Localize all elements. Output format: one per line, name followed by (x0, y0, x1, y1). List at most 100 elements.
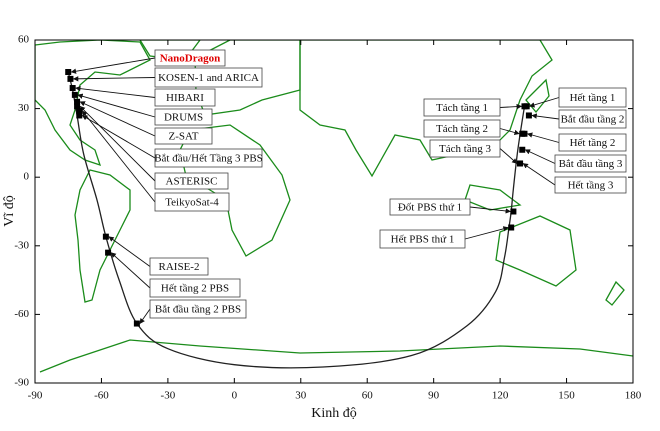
event-label: TeikyoSat-4 (165, 197, 219, 209)
x-tick-label: 60 (362, 390, 374, 402)
leader-line (75, 85, 156, 98)
y-tick-label: 60 (18, 34, 30, 46)
event-marker (517, 160, 524, 167)
event-label: Hết tầng 1 (570, 92, 616, 104)
leader-line (469, 206, 511, 214)
label-box (154, 67, 263, 88)
y-tick-label: -90 (14, 377, 29, 389)
event-marker (74, 98, 81, 105)
event-label: Z-SAT (169, 131, 199, 143)
label-box (154, 148, 263, 168)
label-box (554, 154, 627, 173)
land (35, 40, 633, 373)
y-tick-label: 0 (24, 171, 30, 183)
leader-line (522, 163, 556, 186)
label-box (154, 88, 216, 107)
event-marker (133, 320, 140, 327)
event-label: Hết tầng 3 (568, 180, 614, 192)
event-label: NanoDragon (160, 53, 221, 65)
x-tick-label: 180 (625, 390, 642, 402)
label-box (149, 299, 247, 319)
event-marker (69, 85, 76, 92)
event-label: Tách tầng 2 (436, 123, 488, 135)
leader-line (72, 76, 156, 82)
label-box (154, 127, 213, 145)
event-label: Tách tầng 1 (436, 102, 488, 114)
leader-line (110, 252, 151, 289)
label-box (154, 108, 213, 126)
leader-line (77, 93, 156, 118)
event-marker (67, 75, 74, 82)
event-marker (519, 146, 526, 153)
label-box (558, 109, 627, 129)
label-box (423, 98, 501, 117)
event-marker (525, 112, 532, 119)
event-marker (510, 208, 517, 215)
leader-line (81, 115, 156, 159)
event-marker (76, 112, 83, 119)
event-label: Hết tầng 2 (570, 137, 616, 149)
event-label: Bắt đầu tầng 3 (559, 158, 623, 170)
trajectory (67, 71, 526, 369)
event-label: Đốt PBS thứ 1 (398, 202, 462, 214)
event-label: Tách tầng 3 (439, 143, 491, 155)
plot-frame (34, 39, 634, 384)
event-label: HIBARI (166, 92, 204, 104)
x-axis-title: Kinh độ (311, 406, 357, 421)
x-tick-label: -90 (28, 390, 43, 402)
event-marker (521, 130, 528, 137)
event-label: RAISE-2 (159, 261, 200, 273)
y-tick-label: 30 (18, 102, 30, 114)
leader-line (531, 113, 560, 120)
y-tick-label: -30 (14, 239, 29, 251)
x-tick-label: 30 (295, 390, 307, 402)
event-label: ASTERISC (166, 176, 218, 188)
event-label: Hết PBS thứ 1 (391, 234, 455, 246)
leader-line (499, 148, 518, 164)
event-label: KOSEN-1 and ARICA (158, 72, 259, 84)
event-label: Bắt đầu tầng 2 (561, 114, 625, 126)
leader-line (79, 101, 156, 137)
event-label: Bắt đầu tầng 2 PBS (155, 304, 241, 316)
label-box (154, 49, 226, 67)
event-marker (523, 103, 530, 110)
event-marker (65, 69, 72, 76)
leader-line (464, 226, 509, 240)
x-tick-label: -30 (161, 390, 176, 402)
label-box (379, 229, 466, 249)
leader-line (139, 308, 151, 324)
leader-line (526, 132, 560, 143)
leader-line (70, 57, 156, 74)
label-box (149, 278, 241, 298)
leader-line (499, 128, 520, 136)
y-axis-title: Vĩ độ (2, 195, 17, 227)
label-box (149, 257, 209, 276)
x-tick-label: 0 (232, 390, 238, 402)
leader-line (499, 103, 523, 110)
label-box (558, 87, 627, 108)
x-tick-label: 90 (428, 390, 440, 402)
event-marker (105, 249, 112, 256)
label-box (554, 176, 627, 194)
label-box (429, 139, 501, 158)
event-marker (71, 91, 78, 98)
event-marker (76, 107, 83, 114)
leader-line (79, 105, 156, 182)
event-label: DRUMS (164, 112, 203, 124)
event-label: Hết tầng 2 PBS (161, 283, 229, 295)
leader-line (81, 110, 156, 203)
leader-line (529, 97, 560, 108)
y-tick-label: -60 (14, 308, 29, 320)
label-box (423, 119, 501, 138)
label-box (154, 172, 229, 190)
label-box (389, 198, 471, 216)
x-tick-label: -60 (94, 390, 109, 402)
event-marker (102, 233, 109, 240)
label-box (558, 133, 627, 152)
x-tick-label: 150 (558, 390, 575, 402)
event-marker (508, 224, 515, 231)
event-label: Bắt đầu/Hết Tầng 3 PBS (154, 153, 263, 165)
x-tick-label: 120 (492, 390, 509, 402)
event-marker (74, 103, 81, 110)
